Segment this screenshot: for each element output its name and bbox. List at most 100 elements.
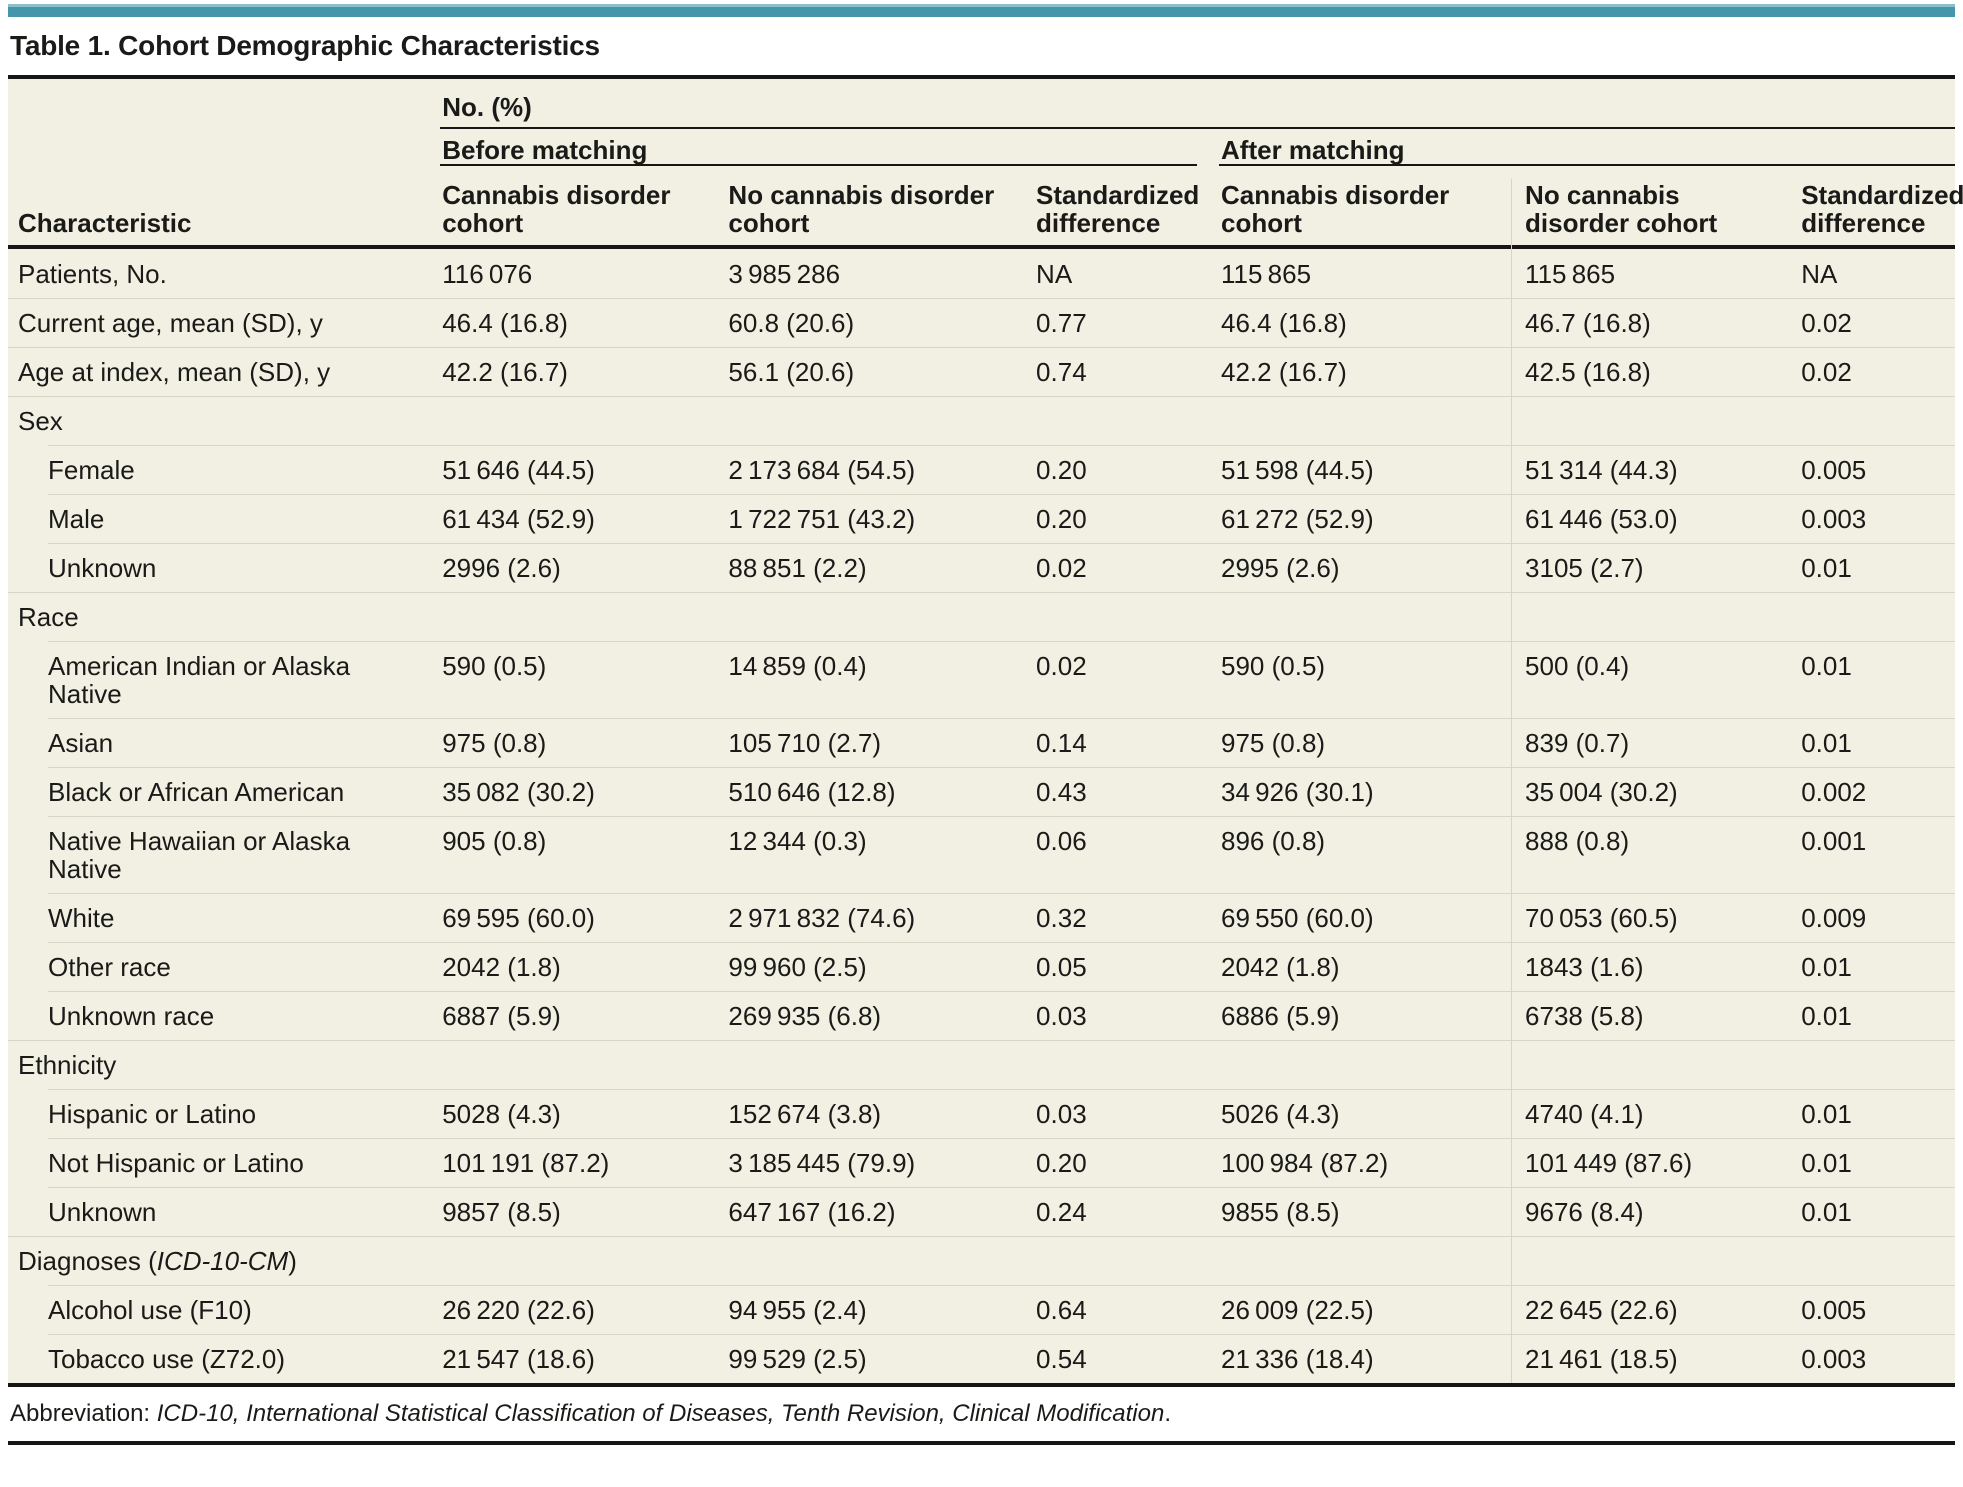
cell-value: 3105 (2.7) (1525, 553, 1644, 583)
row-divider (48, 942, 1955, 943)
cell-value: 647 167 (16.2) (728, 1197, 896, 1227)
cell-value: 590 (0.5) (1221, 651, 1326, 681)
row-divider (8, 1236, 1955, 1237)
header-group-after-matching: After matching (1219, 129, 1955, 173)
header-spacer (8, 129, 440, 173)
cell-value: 46.4 (16.8) (442, 308, 568, 338)
row-label: Tobacco use (Z72.0) (48, 1344, 286, 1374)
cell-value: 0.01 (1801, 1197, 1852, 1227)
row-label: Unknown (48, 1197, 157, 1227)
row-divider (48, 1187, 1955, 1188)
cell-value: 0.74 (1036, 357, 1087, 387)
table-row: Tobacco use (Z72.0) 21 547 (18.6) 99 529 (… (8, 1334, 1955, 1383)
cell-value: 0.64 (1036, 1295, 1087, 1325)
cell-value: 1843 (1.6) (1525, 952, 1644, 982)
cell-value: 905 (0.8) (442, 826, 547, 856)
cell-value: 21 461 (18.5) (1525, 1344, 1678, 1374)
row-divider (8, 396, 1955, 397)
table-row: Not Hispanic or Latino 101 191 (87.2) 3 18… (8, 1138, 1955, 1187)
cell-value: 69 595 (60.0) (442, 903, 595, 933)
row-label: Unknown race (48, 1001, 215, 1031)
cell-value: 4740 (4.1) (1525, 1099, 1644, 1129)
cell-value: 34 926 (30.1) (1221, 777, 1374, 807)
cell-value: 0.01 (1801, 553, 1852, 583)
abbreviation-footnote: Abbreviation: ICD-10, International Stat… (10, 1399, 1955, 1429)
cell-value: 3 985 286 (728, 259, 841, 289)
cell-value: 0.005 (1801, 1295, 1867, 1325)
cell-value: 46.4 (16.8) (1221, 308, 1347, 338)
cell-value: NA (1036, 259, 1073, 289)
cell-value: 0.03 (1036, 1001, 1087, 1031)
cell-value: 2042 (1.8) (442, 952, 561, 982)
cell-value: 0.02 (1801, 357, 1852, 387)
cell-value: 9857 (8.5) (442, 1197, 561, 1227)
row-label: Sex (18, 406, 63, 436)
cell-value: 60.8 (20.6) (728, 308, 855, 338)
cell-value: 61 272 (52.9) (1221, 504, 1374, 534)
cell-value: 94 955 (2.4) (728, 1295, 867, 1325)
row-divider (48, 1089, 1955, 1090)
row-divider (48, 991, 1955, 992)
header-group-after-label: After matching (1219, 136, 1955, 166)
row-label: Current age, mean (SD), y (18, 308, 323, 338)
cell-value: 500 (0.4) (1525, 651, 1630, 681)
row-label: Hispanic or Latino (48, 1099, 257, 1129)
cell-value: 21 547 (18.6) (442, 1344, 595, 1374)
table-title: Table 1. Cohort Demographic Characterist… (10, 30, 600, 61)
header-row-no-pct: No. (%) (8, 79, 1955, 129)
row-label: Male (48, 504, 105, 534)
table-body: Patients, No. 116 076 3 985 286 NA 115 865 11… (8, 249, 1955, 1383)
table-row: Patients, No. 116 076 3 985 286 NA 115 865 11… (8, 249, 1955, 298)
cell-value: 0.02 (1036, 651, 1087, 681)
cell-value: 9855 (8.5) (1221, 1197, 1340, 1227)
cell-value: 51 598 (44.5) (1221, 455, 1374, 485)
cell-value: 0.01 (1801, 1148, 1852, 1178)
cell-value: 99 529 (2.5) (728, 1344, 867, 1374)
cell-value: 115 865 (1221, 259, 1312, 289)
page-bottom-rule (8, 1441, 1955, 1445)
cell-value: 0.01 (1801, 1099, 1852, 1129)
cell-value: 6886 (5.9) (1221, 1001, 1340, 1031)
cell-value: 1 722 751 (43.2) (728, 504, 916, 534)
cell-value: 0.002 (1801, 777, 1867, 807)
row-divider (48, 641, 1955, 642)
cell-value: 116 076 (442, 259, 533, 289)
table-row: Male 61 434 (52.9) 1 722 751 (43.2) 0.20 61 … (8, 494, 1955, 543)
cell-value: 975 (0.8) (1221, 728, 1326, 758)
row-divider (8, 592, 1955, 593)
cell-value: 101 449 (87.6) (1525, 1148, 1693, 1178)
demographics-table: No. (%) Before matching After matching C… (8, 79, 1963, 1383)
header-group-before-matching: Before matching (440, 129, 1219, 173)
cell-value: 100 984 (87.2) (1221, 1148, 1389, 1178)
cell-value: 510 646 (12.8) (728, 777, 896, 807)
cell-value: 269 935 (6.8) (728, 1001, 882, 1031)
cell-value: 0.54 (1036, 1344, 1087, 1374)
cell-value: 115 865 (1525, 259, 1616, 289)
section-row: Diagnoses (ICD-10-CM) (8, 1236, 1955, 1285)
cell-value: 101 191 (87.2) (442, 1148, 610, 1178)
header-no-pct: No. (%) (440, 79, 1955, 129)
table-row: Other race 2042 (1.8) 99 960 (2.5) 0.05 2042… (8, 942, 1955, 991)
header-after-no-cannabis-cohort-label: No cannabis disorder cohort (1525, 180, 1718, 238)
section-row: Race (8, 592, 1955, 641)
table-row: Unknown race 6887 (5.9) 269 935 (6.8) 0.03 6… (8, 991, 1955, 1040)
header-characteristic: Characteristic (18, 208, 192, 238)
row-label: Alcohol use (F10) (48, 1295, 252, 1325)
accent-bar (8, 4, 1955, 17)
section-row: Sex (8, 396, 1955, 445)
table-row: Age at index, mean (SD), y 42.2 (16.7) 56.… (8, 347, 1955, 396)
row-divider (8, 298, 1955, 299)
cell-value: 5028 (4.3) (442, 1099, 561, 1129)
cell-value: 0.009 (1801, 903, 1867, 933)
row-divider (8, 1040, 1955, 1041)
cell-value: 0.01 (1801, 728, 1852, 758)
row-divider (48, 1334, 1955, 1335)
cell-value: 0.32 (1036, 903, 1087, 933)
cell-value: 0.14 (1036, 728, 1087, 758)
cell-value: 0.01 (1801, 952, 1852, 982)
header-before-no-cannabis-cohort: No cannabis disorder cohort (728, 180, 995, 238)
cell-value: 0.01 (1801, 651, 1852, 681)
cell-value: 0.20 (1036, 504, 1087, 534)
table-row: Black or African American 35 082 (30.2) 51… (8, 767, 1955, 816)
cell-value: 975 (0.8) (442, 728, 547, 758)
